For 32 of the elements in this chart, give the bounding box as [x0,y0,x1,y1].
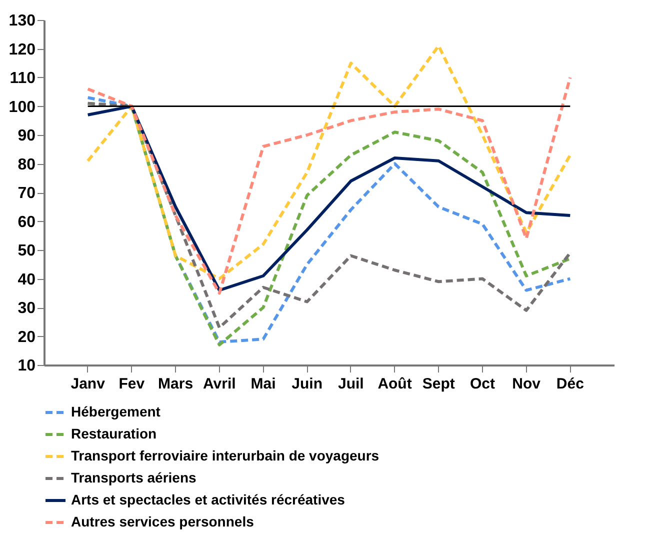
legend-label: Arts et spectacles et activités récréatives [71,492,346,508]
y-tick-label: 70 [18,185,36,202]
y-tick-label: 60 [18,214,36,231]
y-tick-label: 30 [18,300,36,317]
x-tick-label: Mai [250,376,276,392]
legend-label: Autres services personnels [71,514,254,530]
y-tick-label: 10 [18,358,36,374]
x-tick-label: Janv [70,376,106,392]
x-tick-label: Août [378,376,412,392]
y-tick-label: 100 [8,98,36,116]
y-tick-label: 110 [10,70,36,87]
x-tick-label: Juil [338,376,364,392]
y-tick-label: 80 [18,156,36,174]
line-series [86,44,572,280]
x-tick-label: Juin [292,376,322,392]
x-tick-label: Nov [512,376,542,392]
x-tick-label: Avril [202,376,236,392]
legend-label: Transports aériens [71,470,196,486]
y-tick-label: 20 [18,328,36,346]
x-tick-label: Oct [470,376,495,392]
y-tick-label: 50 [18,242,36,260]
y-tick-label: 130 [8,12,36,30]
y-tick-label: 90 [18,128,36,144]
x-tick-label: Mars [158,376,194,392]
x-tick-label: Déc [556,376,584,392]
legend-label: Restauration [71,426,157,442]
y-tick-label: 40 [18,271,36,288]
x-tick-label: Fev [118,376,146,392]
x-tick-label: Sept [422,376,455,392]
legend-label: Transport ferroviaire interurbain de voyageurs [71,448,380,464]
y-tick-label: 120 [8,41,36,58]
legend-label: Hébergement [71,404,161,420]
